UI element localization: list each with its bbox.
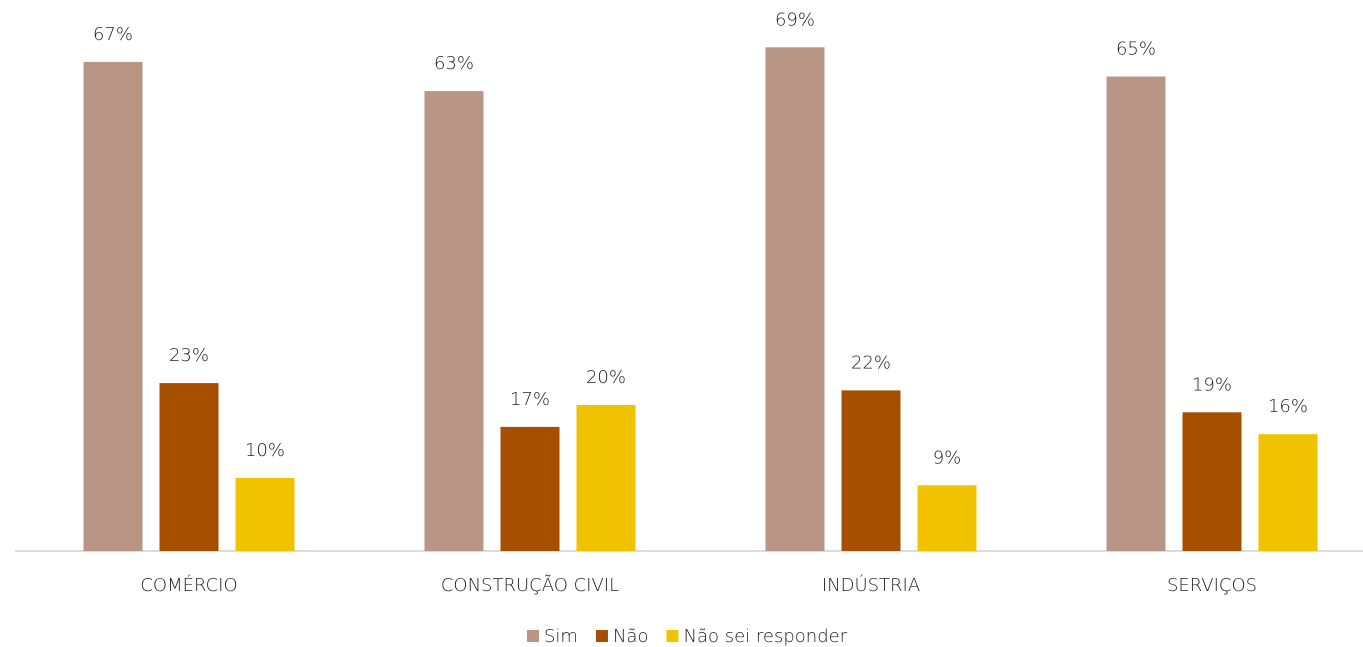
bar [841,390,901,551]
data-label: 23% [169,345,209,366]
x-tick-label: SERVIÇOS [1167,575,1257,596]
bar [765,47,825,552]
data-label: 69% [775,9,815,30]
legend-swatch [666,630,679,642]
data-label: 65% [1116,39,1156,60]
bar [83,61,143,552]
data-label: 63% [434,53,474,74]
legend-label: Não sei responder [683,626,847,647]
data-label: 9% [933,447,962,468]
bar [1182,412,1242,551]
data-label: 17% [510,389,550,410]
bar [1106,76,1166,551]
legend-label: Não [613,626,649,647]
x-tick-label: CONSTRUÇÃO CIVIL [441,575,619,596]
data-label: 22% [851,352,891,373]
bar [576,405,636,551]
x-tick-label: INDÚSTRIA [822,574,920,596]
bar [424,91,484,551]
legend-label: Sim [544,626,578,647]
bar [159,383,219,551]
x-tick-label: COMÉRCIO [140,574,237,596]
data-label: 67% [93,24,133,45]
data-label: 10% [245,440,285,461]
bar [917,485,977,551]
data-label: 16% [1268,396,1308,417]
data-label: 19% [1192,374,1232,395]
bar [235,478,295,551]
data-label: 20% [586,367,626,388]
bar [1258,434,1318,551]
legend-swatch [595,630,608,642]
bar [500,426,560,551]
legend-swatch [527,630,539,642]
